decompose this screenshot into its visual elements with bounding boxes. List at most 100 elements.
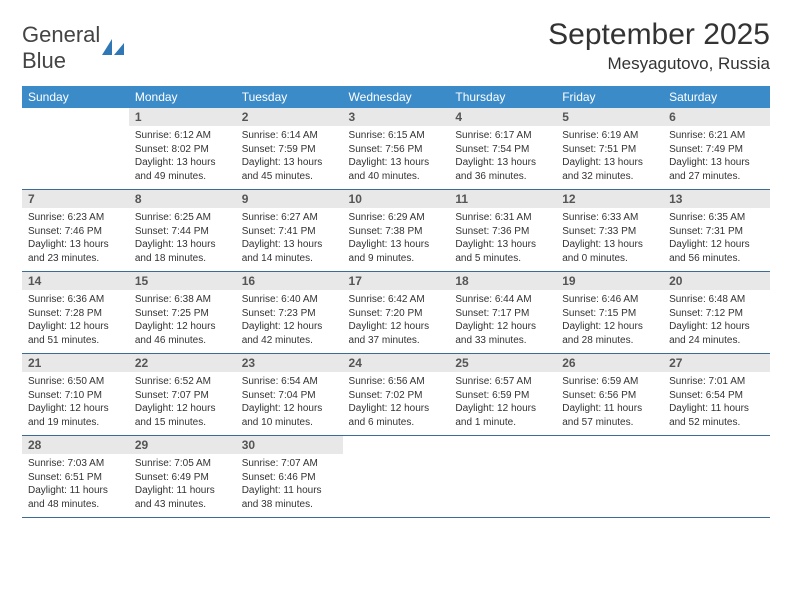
- day-number: 26: [556, 354, 663, 372]
- calendar-cell: 14Sunrise: 6:36 AMSunset: 7:28 PMDayligh…: [22, 272, 129, 354]
- day-details: Sunrise: 6:52 AMSunset: 7:07 PMDaylight:…: [129, 372, 236, 435]
- day-number: 30: [236, 436, 343, 454]
- day-details: Sunrise: 6:38 AMSunset: 7:25 PMDaylight:…: [129, 290, 236, 353]
- day-number: 20: [663, 272, 770, 290]
- calendar-cell-empty: [663, 436, 770, 518]
- calendar-row: 1Sunrise: 6:12 AMSunset: 8:02 PMDaylight…: [22, 108, 770, 190]
- day-number: 14: [22, 272, 129, 290]
- day-number: 2: [236, 108, 343, 126]
- calendar-cell: 5Sunrise: 6:19 AMSunset: 7:51 PMDaylight…: [556, 108, 663, 190]
- day-number: 25: [449, 354, 556, 372]
- calendar-cell: 7Sunrise: 6:23 AMSunset: 7:46 PMDaylight…: [22, 190, 129, 272]
- weekday-header: Thursday: [449, 86, 556, 108]
- day-number: 17: [343, 272, 450, 290]
- day-details: Sunrise: 6:54 AMSunset: 7:04 PMDaylight:…: [236, 372, 343, 435]
- day-details: Sunrise: 6:12 AMSunset: 8:02 PMDaylight:…: [129, 126, 236, 189]
- calendar-cell-empty: [449, 436, 556, 518]
- day-details: Sunrise: 6:42 AMSunset: 7:20 PMDaylight:…: [343, 290, 450, 353]
- day-number: 21: [22, 354, 129, 372]
- calendar-row: 21Sunrise: 6:50 AMSunset: 7:10 PMDayligh…: [22, 354, 770, 436]
- calendar-cell: 23Sunrise: 6:54 AMSunset: 7:04 PMDayligh…: [236, 354, 343, 436]
- calendar-cell: 18Sunrise: 6:44 AMSunset: 7:17 PMDayligh…: [449, 272, 556, 354]
- day-details: Sunrise: 6:40 AMSunset: 7:23 PMDaylight:…: [236, 290, 343, 353]
- calendar-cell: 26Sunrise: 6:59 AMSunset: 6:56 PMDayligh…: [556, 354, 663, 436]
- calendar-cell: 16Sunrise: 6:40 AMSunset: 7:23 PMDayligh…: [236, 272, 343, 354]
- calendar-cell: 1Sunrise: 6:12 AMSunset: 8:02 PMDaylight…: [129, 108, 236, 190]
- day-details: Sunrise: 6:36 AMSunset: 7:28 PMDaylight:…: [22, 290, 129, 353]
- calendar-cell: 22Sunrise: 6:52 AMSunset: 7:07 PMDayligh…: [129, 354, 236, 436]
- day-details: Sunrise: 6:31 AMSunset: 7:36 PMDaylight:…: [449, 208, 556, 271]
- day-details: Sunrise: 6:57 AMSunset: 6:59 PMDaylight:…: [449, 372, 556, 435]
- calendar-cell: 6Sunrise: 6:21 AMSunset: 7:49 PMDaylight…: [663, 108, 770, 190]
- calendar-cell: 4Sunrise: 6:17 AMSunset: 7:54 PMDaylight…: [449, 108, 556, 190]
- calendar-cell: 11Sunrise: 6:31 AMSunset: 7:36 PMDayligh…: [449, 190, 556, 272]
- day-number: 12: [556, 190, 663, 208]
- day-details: Sunrise: 7:03 AMSunset: 6:51 PMDaylight:…: [22, 454, 129, 517]
- calendar-cell: 27Sunrise: 7:01 AMSunset: 6:54 PMDayligh…: [663, 354, 770, 436]
- day-number: 23: [236, 354, 343, 372]
- day-number: 10: [343, 190, 450, 208]
- day-number: 5: [556, 108, 663, 126]
- weekday-header: Friday: [556, 86, 663, 108]
- title-block: September 2025 Mesyagutovo, Russia: [548, 18, 770, 74]
- weekday-header: Wednesday: [343, 86, 450, 108]
- day-number: 7: [22, 190, 129, 208]
- day-details: Sunrise: 6:25 AMSunset: 7:44 PMDaylight:…: [129, 208, 236, 271]
- calendar-cell: 10Sunrise: 6:29 AMSunset: 7:38 PMDayligh…: [343, 190, 450, 272]
- day-details: Sunrise: 6:19 AMSunset: 7:51 PMDaylight:…: [556, 126, 663, 189]
- day-details: Sunrise: 7:01 AMSunset: 6:54 PMDaylight:…: [663, 372, 770, 435]
- brand-name-1: General: [22, 22, 100, 47]
- day-details: Sunrise: 6:27 AMSunset: 7:41 PMDaylight:…: [236, 208, 343, 271]
- calendar-cell: 28Sunrise: 7:03 AMSunset: 6:51 PMDayligh…: [22, 436, 129, 518]
- day-number: 28: [22, 436, 129, 454]
- day-details: Sunrise: 6:50 AMSunset: 7:10 PMDaylight:…: [22, 372, 129, 435]
- day-details: Sunrise: 6:59 AMSunset: 6:56 PMDaylight:…: [556, 372, 663, 435]
- day-details: Sunrise: 6:46 AMSunset: 7:15 PMDaylight:…: [556, 290, 663, 353]
- day-number: 9: [236, 190, 343, 208]
- calendar-row: 28Sunrise: 7:03 AMSunset: 6:51 PMDayligh…: [22, 436, 770, 518]
- calendar-cell-empty: [556, 436, 663, 518]
- day-details: Sunrise: 6:23 AMSunset: 7:46 PMDaylight:…: [22, 208, 129, 271]
- calendar-cell: 2Sunrise: 6:14 AMSunset: 7:59 PMDaylight…: [236, 108, 343, 190]
- day-number: 13: [663, 190, 770, 208]
- day-number: 4: [449, 108, 556, 126]
- day-number: 3: [343, 108, 450, 126]
- day-number: 6: [663, 108, 770, 126]
- day-number: 1: [129, 108, 236, 126]
- weekday-header: Monday: [129, 86, 236, 108]
- day-details: Sunrise: 6:14 AMSunset: 7:59 PMDaylight:…: [236, 126, 343, 189]
- day-number: 27: [663, 354, 770, 372]
- day-number: 15: [129, 272, 236, 290]
- weekday-header: Saturday: [663, 86, 770, 108]
- day-details: Sunrise: 6:35 AMSunset: 7:31 PMDaylight:…: [663, 208, 770, 271]
- day-details: [663, 440, 770, 498]
- day-details: [343, 440, 450, 498]
- calendar-cell: 24Sunrise: 6:56 AMSunset: 7:02 PMDayligh…: [343, 354, 450, 436]
- calendar-cell-empty: [22, 108, 129, 190]
- calendar-cell: 30Sunrise: 7:07 AMSunset: 6:46 PMDayligh…: [236, 436, 343, 518]
- calendar-row: 7Sunrise: 6:23 AMSunset: 7:46 PMDaylight…: [22, 190, 770, 272]
- header: General Blue September 2025 Mesyagutovo,…: [22, 18, 770, 74]
- day-details: [22, 112, 129, 170]
- day-details: Sunrise: 7:07 AMSunset: 6:46 PMDaylight:…: [236, 454, 343, 517]
- weekday-header: Sunday: [22, 86, 129, 108]
- calendar-cell: 17Sunrise: 6:42 AMSunset: 7:20 PMDayligh…: [343, 272, 450, 354]
- page-title: September 2025: [548, 18, 770, 52]
- day-number: 18: [449, 272, 556, 290]
- day-details: Sunrise: 6:44 AMSunset: 7:17 PMDaylight:…: [449, 290, 556, 353]
- day-details: Sunrise: 6:56 AMSunset: 7:02 PMDaylight:…: [343, 372, 450, 435]
- calendar-cell: 3Sunrise: 6:15 AMSunset: 7:56 PMDaylight…: [343, 108, 450, 190]
- day-number: 24: [343, 354, 450, 372]
- calendar-cell: 9Sunrise: 6:27 AMSunset: 7:41 PMDaylight…: [236, 190, 343, 272]
- location: Mesyagutovo, Russia: [548, 54, 770, 74]
- calendar-cell: 8Sunrise: 6:25 AMSunset: 7:44 PMDaylight…: [129, 190, 236, 272]
- calendar-cell: 29Sunrise: 7:05 AMSunset: 6:49 PMDayligh…: [129, 436, 236, 518]
- day-details: Sunrise: 6:15 AMSunset: 7:56 PMDaylight:…: [343, 126, 450, 189]
- day-details: Sunrise: 6:21 AMSunset: 7:49 PMDaylight:…: [663, 126, 770, 189]
- day-details: Sunrise: 6:17 AMSunset: 7:54 PMDaylight:…: [449, 126, 556, 189]
- weekday-header: Tuesday: [236, 86, 343, 108]
- day-details: [449, 440, 556, 498]
- calendar-cell-empty: [343, 436, 450, 518]
- day-details: Sunrise: 7:05 AMSunset: 6:49 PMDaylight:…: [129, 454, 236, 517]
- calendar-cell: 20Sunrise: 6:48 AMSunset: 7:12 PMDayligh…: [663, 272, 770, 354]
